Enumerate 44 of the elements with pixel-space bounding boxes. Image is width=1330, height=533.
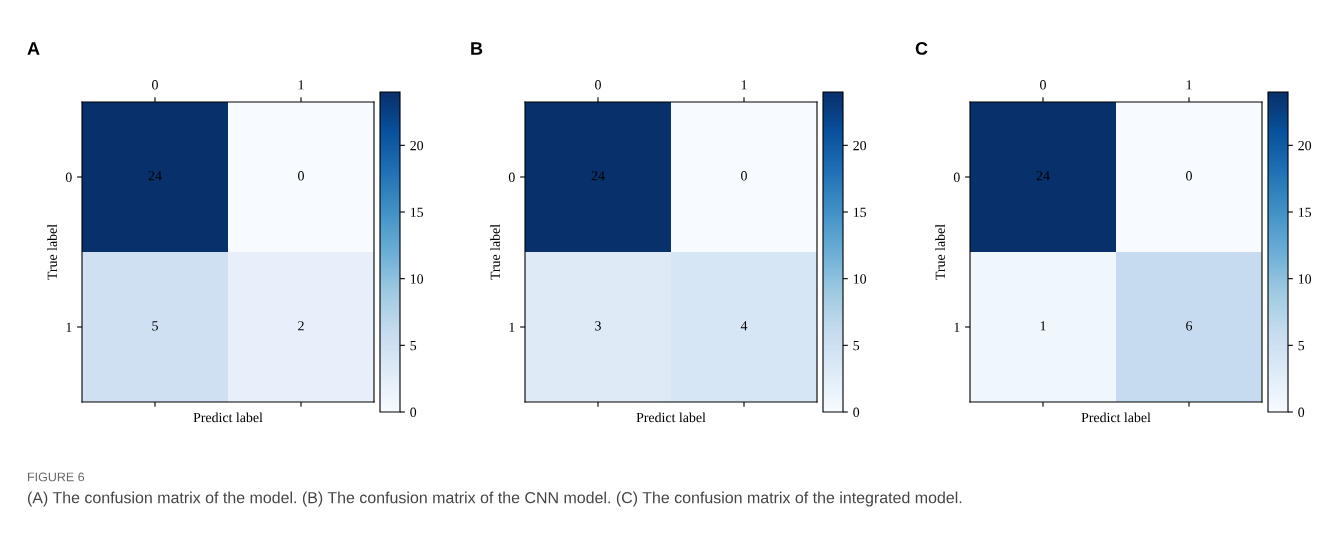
data-label: 24 [1036,171,1050,181]
x-axis-title: Predict label [636,412,706,423]
x-tick-label: 1 [741,80,747,90]
color-bar-label: 15 [410,207,424,217]
color-bar-label: 15 [853,207,867,217]
color-bar-label: 10 [853,274,867,284]
data-label: 1 [1040,321,1046,331]
y-axis-title: True label [490,224,500,280]
color-bar-label: 20 [853,140,867,151]
y-axis-title: True label [935,224,945,280]
data-label: 0 [741,171,747,181]
color-bar-label: 20 [1298,140,1312,151]
x-tick-label: 0 [595,80,601,90]
x-tick-label: 1 [298,80,304,90]
data-label: 24 [148,171,162,181]
data-label: 5 [152,321,158,331]
y-axis-title: True label [47,224,57,280]
color-bar-label: 10 [1298,274,1312,284]
data-label: 4 [740,321,748,331]
chart-title: A [27,42,40,55]
chart-title: B [471,42,483,55]
data-label: 2 [298,321,304,331]
data-label: 24 [591,171,605,181]
color-bar-label: 15 [1298,207,1312,217]
color-bar-label: 20 [410,140,424,151]
x-tick-label: 1 [1186,80,1192,90]
x-axis-title: Predict label [1081,412,1151,423]
color-bar-label: 5 [1298,341,1305,351]
data-label: 0 [1186,171,1192,181]
data-label: 0 [298,171,304,181]
color-bar-label: 0 [410,407,417,417]
color-bar-label: 10 [410,274,424,284]
color-bar-label: 0 [1298,407,1305,417]
x-axis-title: Predict label [193,412,263,423]
x-tick-label: 0 [1040,80,1046,90]
data-label: 6 [1186,321,1193,331]
caption: FIGURE 6 [28,472,85,482]
chart-title: C [915,42,928,55]
color-bar-label: 5 [410,341,417,351]
x-tick-label: 0 [152,80,158,90]
text: (A) The confusion matrix of the model. (B) The confusion matrix of the CNN model. (C) The confusion matrix of the integrated model. [27,491,962,507]
data-label: 3 [595,321,601,331]
color-bar-label: 5 [853,341,860,351]
color-bar-label: 0 [853,407,860,417]
